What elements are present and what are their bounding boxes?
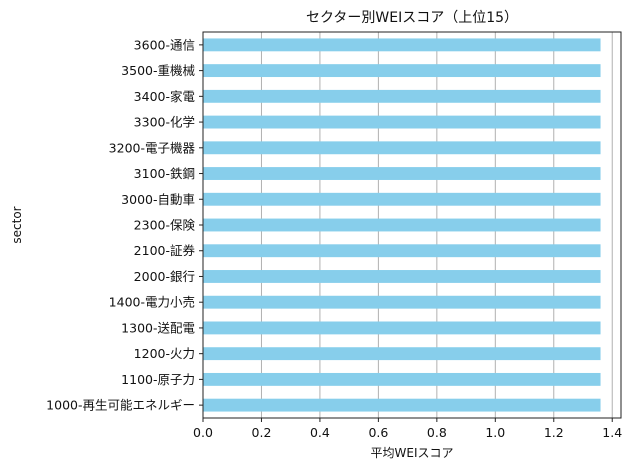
bar	[203, 141, 601, 155]
bar	[203, 218, 601, 232]
y-axis-title: sector	[10, 206, 24, 243]
bar	[203, 64, 601, 78]
x-tick-label: 0.8	[427, 425, 447, 440]
x-axis-title: 平均WEIスコア	[371, 446, 454, 460]
x-tick-label: 0.2	[252, 425, 272, 440]
bar	[203, 38, 601, 52]
x-tick-label: 0.0	[193, 425, 213, 440]
x-tick-label: 1.0	[485, 425, 505, 440]
bar	[203, 244, 601, 258]
x-tick-label: 1.2	[544, 425, 564, 440]
y-tick-label: 3600-通信	[134, 37, 195, 52]
chart-title: セクター別WEIスコア（上位15）	[306, 10, 518, 26]
y-tick-label: 1400-電力小売	[109, 295, 195, 310]
y-tick-label: 2100-証券	[134, 243, 196, 258]
y-tick-label: 1200-火力	[134, 346, 195, 361]
bars	[203, 38, 601, 412]
y-tick-label: 3500-重機械	[121, 63, 195, 78]
bar	[203, 115, 601, 129]
y-tick-label: 1000-再生可能エネルギー	[46, 398, 195, 413]
y-tick-label: 3100-鉄鋼	[134, 166, 195, 181]
bar	[203, 89, 601, 103]
y-tick-label: 3200-電子機器	[109, 140, 196, 155]
y-tick-label: 3400-家電	[134, 89, 196, 104]
x-axis-ticks: 0.0 0.2 0.4 0.6 0.8 1.0 1.2 1.4	[193, 418, 622, 440]
bar	[203, 398, 601, 412]
bar	[203, 295, 601, 309]
bar	[203, 270, 601, 283]
bar	[203, 347, 601, 361]
x-tick-label: 0.6	[368, 425, 388, 440]
bar	[203, 192, 601, 206]
x-tick-label: 1.4	[602, 425, 622, 440]
y-tick-label: 3000-自動車	[121, 192, 195, 207]
y-tick-label: 2000-銀行	[134, 269, 195, 284]
bar	[203, 321, 601, 335]
y-tick-label: 1300-送配電	[121, 320, 195, 335]
x-tick-label: 0.4	[310, 425, 330, 440]
bar	[203, 167, 601, 180]
y-tick-label: 2300-保険	[134, 218, 196, 233]
bar	[203, 372, 601, 386]
y-tick-label: 1100-原子力	[121, 372, 195, 387]
y-tick-label: 3300-化学	[134, 115, 195, 130]
y-axis-ticks: 3600-通信 3500-重機械 3400-家電 3300-化学 3200-電子機器 31…	[46, 37, 203, 413]
